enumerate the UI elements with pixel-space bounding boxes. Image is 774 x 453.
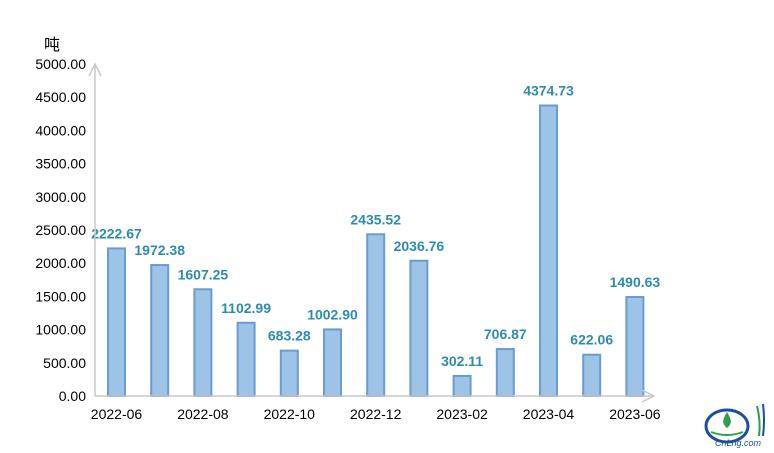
y-tick-label: 2500.00 [35,222,86,238]
bar [409,259,429,397]
data-label: 302.11 [441,353,483,369]
bar [236,321,256,398]
data-label: 2222.67 [91,225,142,241]
x-tick-label: 2023-06 [609,406,661,422]
data-label: 706.87 [484,326,527,342]
data-label: 2036.76 [394,238,445,254]
data-label: 683.28 [268,328,311,344]
data-label: 1607.25 [178,266,229,282]
x-axis-ticks: 2022-06 2022-08 2022-10 2022-12 2023-02 2023-… [91,406,661,422]
bar [539,104,558,398]
cnlng-logo-icon: CnLng.com [704,403,765,448]
bars [107,104,645,398]
bar [193,288,213,397]
axes [88,62,656,403]
x-tick-label: 2022-06 [91,406,143,422]
y-tick-label: 1000.00 [35,322,86,338]
y-axis-ticks: 0.00 500.00 1000.00 1500.00 2000.00 2500.00 30… [35,56,86,404]
y-tick-label: 4000.00 [35,122,86,138]
bar [323,328,342,397]
y-tick-label: 0.00 [59,388,86,404]
bar [495,348,515,398]
x-tick-label: 2022-10 [264,406,316,422]
y-axis-unit-label: 吨 [44,36,60,54]
bar [366,233,386,397]
x-tick-label: 2023-02 [436,406,488,422]
x-axis-arrow [641,389,656,403]
data-label: 1102.99 [221,300,271,316]
bar [279,349,299,398]
y-tick-label: 2000.00 [35,255,86,271]
data-label: 1972.38 [134,242,185,258]
y-tick-label: 1500.00 [35,288,86,304]
data-label: 2435.52 [350,211,401,227]
bar [452,374,472,398]
y-axis-arrow [88,62,102,77]
y-tick-label: 4500.00 [35,89,86,105]
bar [582,353,602,398]
y-tick-label: 500.00 [43,355,86,371]
logo-text: CnLng.com [715,438,762,448]
data-label: 4374.73 [523,83,574,99]
y-tick-label: 3500.00 [35,156,86,172]
data-label: 622.06 [570,332,613,348]
x-tick-label: 2022-12 [350,406,402,422]
y-tick-label: 5000.00 [35,56,86,72]
bar [625,296,645,397]
bar [150,264,170,397]
x-tick-label: 2023-04 [523,406,575,422]
data-label: 1002.90 [307,306,358,322]
y-tick-label: 3000.00 [35,189,86,205]
data-label: 1490.63 [610,274,661,290]
x-tick-label: 2022-08 [177,406,229,422]
bar [107,247,126,397]
